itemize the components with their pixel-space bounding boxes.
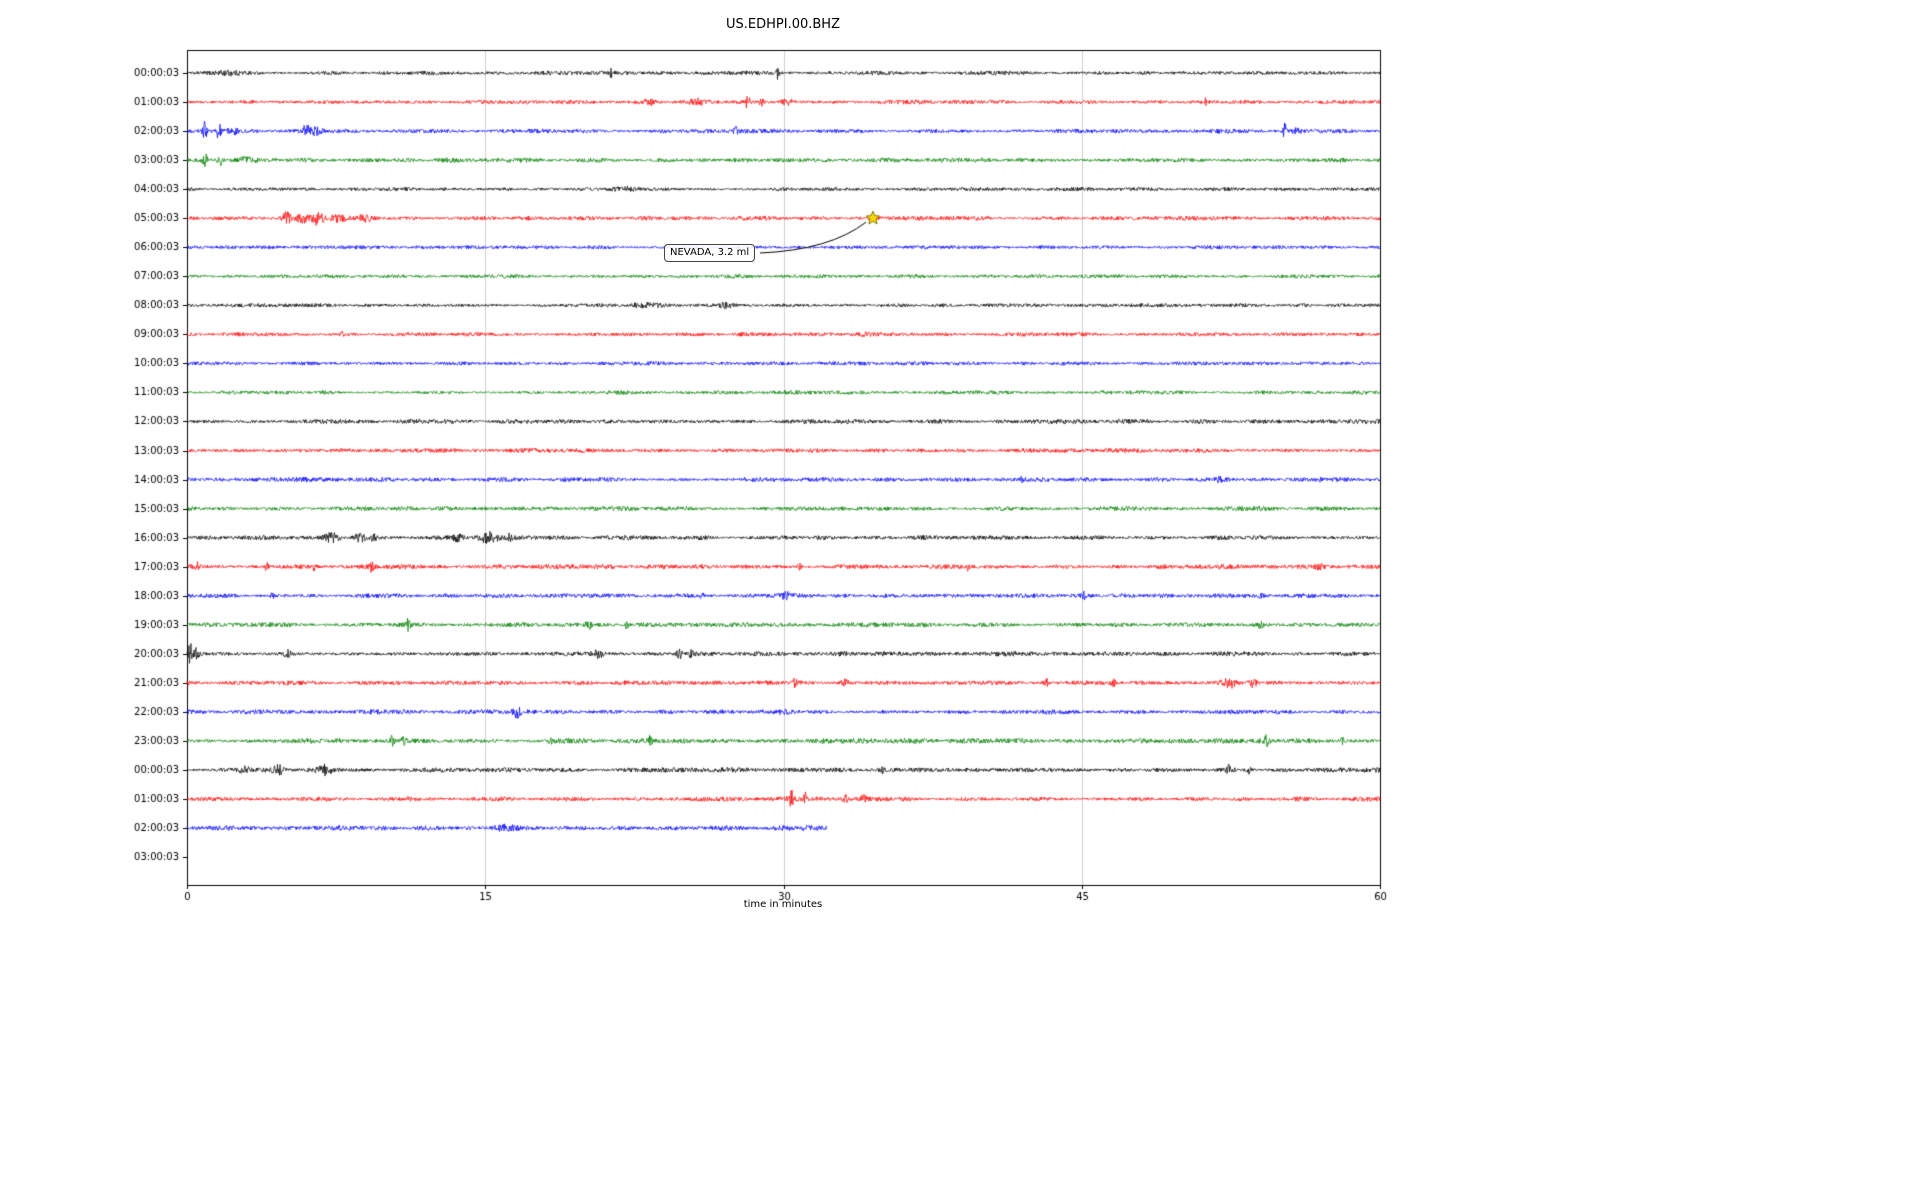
chart-title: US.EDHPI.00.BHZ xyxy=(726,17,840,32)
event-annotation: NEVADA, 3.2 ml xyxy=(664,244,756,262)
x-axis-label: time in minutes xyxy=(743,899,823,910)
